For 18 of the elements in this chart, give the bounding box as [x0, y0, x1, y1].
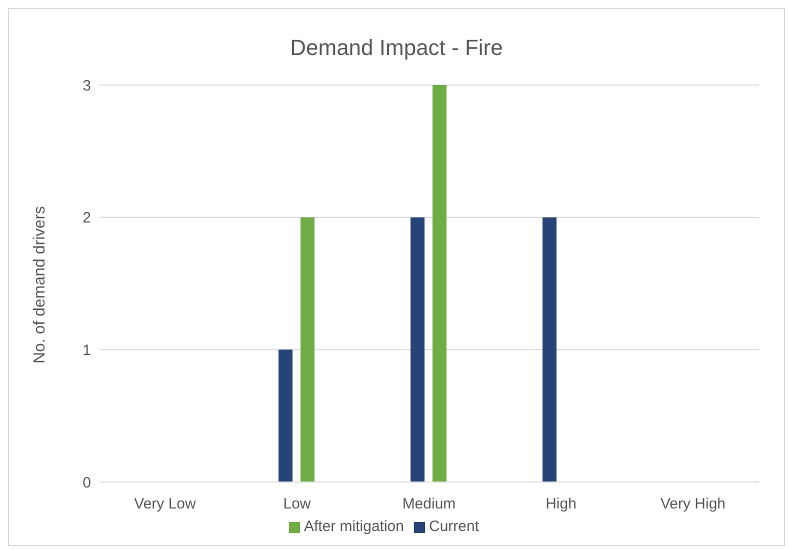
legend-label: Current	[429, 518, 480, 535]
x-tick-label: High	[546, 496, 576, 513]
bar	[278, 350, 293, 482]
x-tick-label: Very High	[660, 496, 726, 513]
y-tick-label: 3	[82, 77, 91, 94]
legend-label: After mitigation	[304, 518, 404, 535]
y-tick-label: 2	[82, 210, 91, 227]
bar	[410, 217, 425, 482]
y-axis-title: No. of demand drivers	[32, 206, 49, 364]
bar	[542, 217, 557, 482]
y-tick-label: 0	[82, 474, 91, 492]
x-tick-label: Medium	[402, 496, 456, 513]
bar	[432, 85, 447, 482]
x-tick-label: Very Low	[134, 496, 196, 513]
y-tick-label: 1	[82, 342, 91, 359]
chart-title: Demand Impact - Fire	[289, 34, 504, 62]
x-tick-label: Low	[283, 496, 311, 513]
bar	[300, 217, 315, 482]
